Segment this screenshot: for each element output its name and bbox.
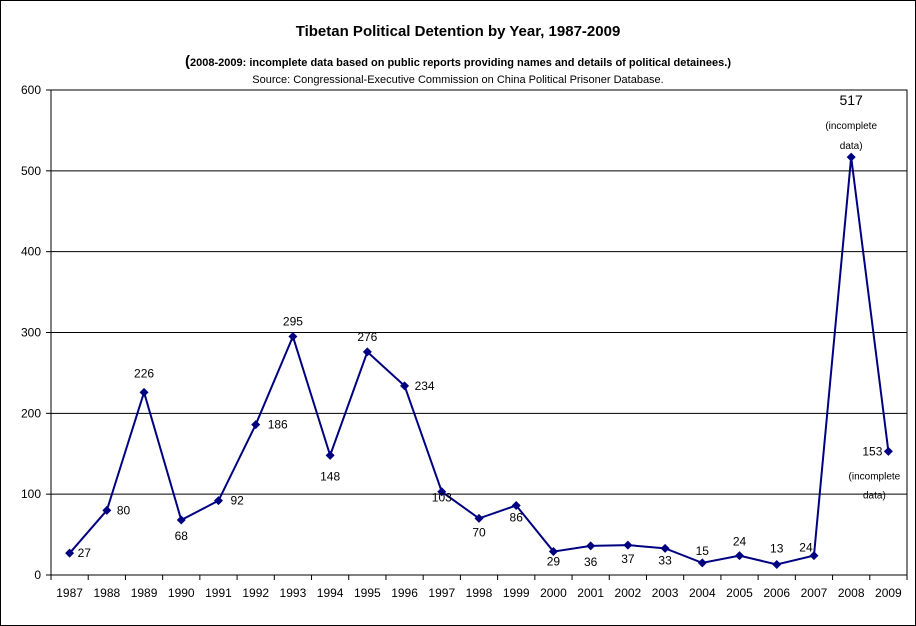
data-point <box>511 500 521 510</box>
data-point <box>883 446 893 456</box>
data-point <box>697 558 707 568</box>
annotation-label: (incomplete <box>825 121 877 132</box>
data-point <box>325 450 335 460</box>
x-tick-label: 1989 <box>131 586 158 600</box>
x-tick-label: 1998 <box>466 586 493 600</box>
data-point <box>437 487 447 497</box>
data-label: 148 <box>320 469 340 483</box>
x-tick-label: 1992 <box>242 586 269 600</box>
annotation-label: data) <box>863 490 886 501</box>
chart-source: Source: Congressional-Executive Commissi… <box>252 74 664 86</box>
x-tick-label: 1999 <box>503 586 530 600</box>
data-label: 13 <box>770 541 784 555</box>
annotation-label: data) <box>840 141 863 152</box>
x-tick-label: 1993 <box>280 586 307 600</box>
data-point <box>623 540 633 550</box>
data-label: 92 <box>230 494 244 508</box>
x-tick-label: 2009 <box>875 586 902 600</box>
data-label: 226 <box>134 366 154 380</box>
data-label: 234 <box>415 379 435 393</box>
series-line <box>68 156 890 566</box>
data-point <box>251 420 261 430</box>
y-tick-label: 300 <box>21 326 41 340</box>
y-tick-label: 100 <box>21 487 41 501</box>
data-label: 103 <box>432 491 452 505</box>
data-point <box>548 547 558 557</box>
annotation-label: (incomplete <box>849 471 901 482</box>
data-point <box>139 387 149 397</box>
data-label: 186 <box>268 418 288 432</box>
data-label: 68 <box>175 529 189 543</box>
data-label: 24 <box>799 541 813 555</box>
data-label: 70 <box>472 525 486 539</box>
x-tick-label: 2005 <box>726 586 753 600</box>
data-label: 295 <box>283 315 303 329</box>
x-tick-label: 1997 <box>428 586 455 600</box>
x-tick-label: 1987 <box>56 586 83 600</box>
x-tick-label: 1995 <box>354 586 381 600</box>
x-tick-label: 1990 <box>168 586 195 600</box>
y-tick-label: 200 <box>21 406 41 420</box>
y-tick-label: 0 <box>34 568 41 582</box>
subtitle-open-paren: ( <box>185 53 190 70</box>
data-point <box>102 505 112 515</box>
data-label: 276 <box>357 330 377 344</box>
data-point <box>474 513 484 523</box>
data-label: 24 <box>733 535 747 549</box>
data-label: 29 <box>547 555 561 569</box>
data-label: 517 <box>839 92 863 108</box>
x-tick-label: 2002 <box>615 586 642 600</box>
x-tick-label: 1991 <box>205 586 232 600</box>
data-point <box>288 332 298 342</box>
x-tick-label: 2006 <box>763 586 790 600</box>
data-point <box>660 543 670 553</box>
x-tick-label: 2000 <box>540 586 567 600</box>
data-point <box>65 548 75 558</box>
x-tick-label: 2007 <box>801 586 828 600</box>
chart-title: Tibetan Political Detention by Year, 198… <box>295 23 621 40</box>
x-tick-label: 2001 <box>577 586 604 600</box>
x-tick-label: 1996 <box>391 586 418 600</box>
data-point <box>586 541 596 551</box>
y-tick-label: 600 <box>21 83 41 97</box>
data-label: 15 <box>696 544 710 558</box>
data-label: 80 <box>117 503 131 517</box>
data-point <box>772 559 782 569</box>
x-tick-label: 1994 <box>317 586 344 600</box>
y-tick-label: 400 <box>21 245 41 259</box>
chart-subtitle-text: 2008-2009: incomplete data based on publ… <box>190 57 728 69</box>
data-label: 27 <box>78 546 92 560</box>
data-point <box>735 551 745 561</box>
data-label: 153 <box>862 444 882 458</box>
y-tick-label: 500 <box>21 164 41 178</box>
data-label: 37 <box>621 552 635 566</box>
data-label: 33 <box>658 553 672 567</box>
data-label: 86 <box>510 510 524 524</box>
data-point <box>400 381 410 391</box>
data-point <box>846 152 856 162</box>
data-point <box>362 347 372 357</box>
data-point <box>213 496 223 506</box>
data-point <box>809 551 819 561</box>
x-tick-label: 2004 <box>689 586 716 600</box>
x-tick-label: 2003 <box>652 586 679 600</box>
chart-subtitle: (2008-2009: incomplete data based on pub… <box>185 53 731 70</box>
x-tick-label: 1988 <box>93 586 120 600</box>
x-tick-label: 2008 <box>838 586 865 600</box>
data-label: 36 <box>584 555 598 569</box>
data-point <box>176 515 186 525</box>
